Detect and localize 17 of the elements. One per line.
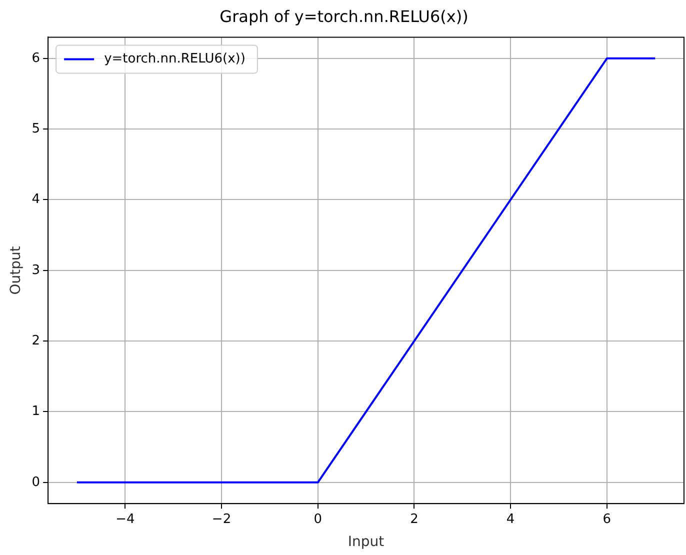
x-tick-label: 4 xyxy=(506,512,515,527)
y-tick-label: 6 xyxy=(32,50,40,66)
chart-title: Graph of y=torch.nn.RELU6(x)) xyxy=(220,6,468,26)
x-tick-label: 0 xyxy=(314,512,322,527)
y-tick-label: 4 xyxy=(32,192,40,208)
y-tick-label: 3 xyxy=(32,262,40,278)
y-tick-label: 0 xyxy=(32,474,40,490)
x-tick-label: −4 xyxy=(116,512,135,527)
x-tick-label: 2 xyxy=(410,512,418,527)
x-tick-label: −2 xyxy=(212,512,232,527)
x-tick-label: 6 xyxy=(602,512,612,527)
y-tick-label: 2 xyxy=(32,333,40,348)
y-tick-label: 1 xyxy=(32,404,40,420)
legend-label: y=torch.nn.RELU6(x)) xyxy=(104,52,246,67)
y-tick-label: 5 xyxy=(32,121,40,136)
y-axis-title: Output xyxy=(8,246,24,295)
x-axis-title: Input xyxy=(348,534,385,550)
